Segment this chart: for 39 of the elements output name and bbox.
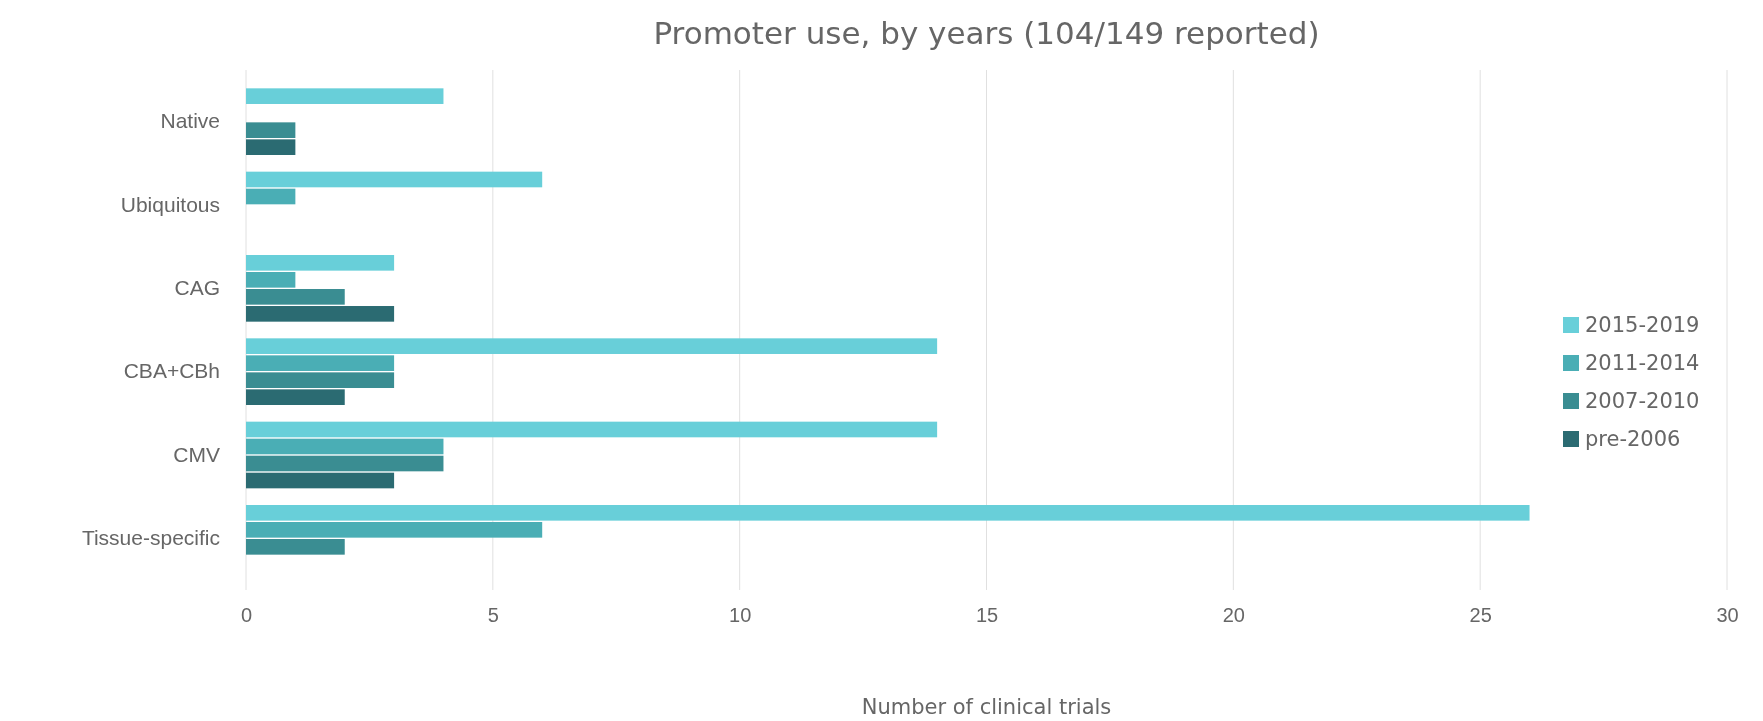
bar	[246, 122, 296, 138]
bar	[246, 139, 296, 155]
bar	[246, 389, 345, 405]
y-tick-label: CAG	[174, 276, 220, 300]
bar	[246, 505, 1530, 521]
bar	[246, 472, 395, 489]
legend-label: 2007-2010	[1585, 389, 1700, 413]
x-tick-label: 10	[729, 604, 752, 627]
bar	[246, 421, 938, 438]
x-axis-title: Number of clinical trials	[861, 695, 1112, 719]
bar	[246, 306, 395, 322]
x-tick-label: 30	[1716, 604, 1739, 627]
y-tick-label: Tissue-specific	[81, 526, 220, 550]
x-tick-label: 5	[487, 604, 499, 627]
bar	[246, 455, 444, 472]
bar	[246, 255, 395, 271]
bar	[246, 188, 296, 205]
bar	[246, 338, 938, 354]
y-tick-label: CBA+CBh	[123, 359, 220, 383]
bar	[246, 272, 296, 288]
bar	[246, 438, 444, 455]
x-tick-label: 15	[975, 604, 999, 627]
legend-label: 2015-2019	[1585, 313, 1700, 337]
y-tick-label: Ubiquitous	[120, 192, 220, 216]
x-tick-label: 20	[1222, 604, 1245, 627]
y-tick-label: CMV	[173, 442, 220, 466]
bar	[246, 171, 543, 188]
x-tick-label: 0	[240, 604, 253, 627]
bar	[246, 522, 543, 538]
bar	[246, 372, 395, 388]
x-tick-label: 25	[1469, 604, 1492, 627]
bar	[246, 539, 345, 555]
bar	[246, 88, 444, 104]
bar	[246, 289, 345, 305]
bar	[246, 355, 395, 371]
chart-title: Promoter use, by years (104/149 reported)	[653, 15, 1320, 51]
legend-label: pre-2006	[1585, 427, 1681, 451]
legend-label: 2011-2014	[1585, 351, 1700, 375]
y-tick-label: Native	[160, 109, 220, 133]
